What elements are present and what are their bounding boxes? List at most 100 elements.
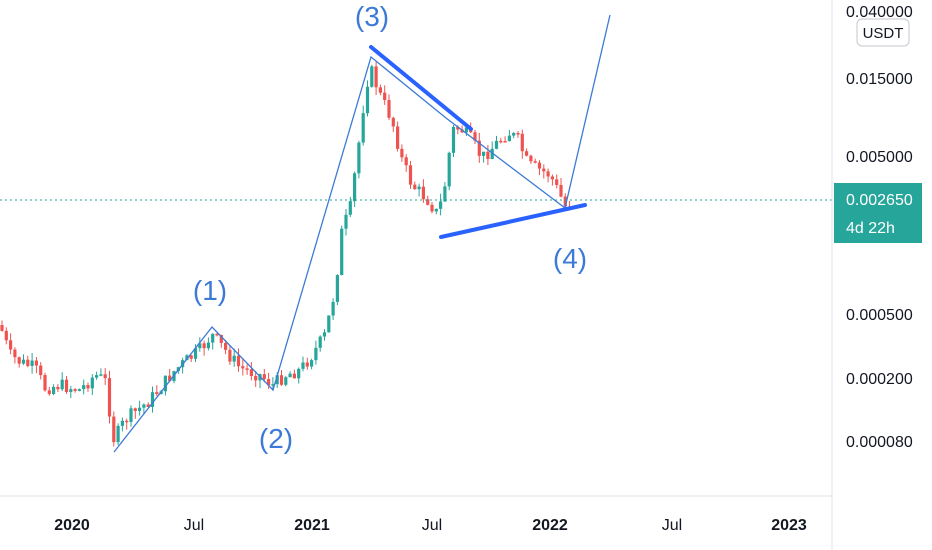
candle-body bbox=[404, 157, 408, 166]
candle-body bbox=[520, 133, 524, 152]
candle-body bbox=[73, 389, 77, 391]
candle-body bbox=[353, 173, 357, 202]
price-tick-label: 0.000200 bbox=[846, 371, 913, 388]
candle-body bbox=[555, 179, 559, 185]
candle-body bbox=[90, 377, 94, 389]
candle-body bbox=[447, 152, 451, 187]
elliott-wave-path[interactable] bbox=[113, 14, 611, 453]
candle-body bbox=[82, 385, 86, 390]
candle-body bbox=[224, 342, 228, 350]
candle-body bbox=[365, 86, 370, 114]
candle-body bbox=[559, 184, 563, 197]
price-tick-label: 0.040000 bbox=[846, 4, 913, 21]
price-axis[interactable]: 0.040000 0.015000 0.005000 0.000500 0.00… bbox=[846, 4, 913, 451]
candle-body bbox=[95, 375, 99, 378]
candle-body bbox=[262, 374, 266, 380]
candle-body bbox=[142, 404, 146, 408]
candle-body bbox=[189, 355, 193, 359]
candle-body bbox=[103, 374, 107, 379]
candle-body bbox=[198, 343, 202, 349]
candle-body bbox=[546, 171, 550, 177]
candle-body bbox=[116, 425, 120, 443]
candle-body bbox=[292, 373, 296, 379]
candle-body bbox=[215, 333, 219, 336]
bar-countdown: 4d 22h bbox=[846, 220, 895, 237]
candle-body bbox=[512, 132, 516, 136]
candle-body bbox=[4, 330, 8, 341]
candle-body bbox=[301, 362, 305, 369]
candle-body bbox=[439, 201, 443, 209]
candle-body bbox=[64, 379, 69, 393]
candle-body bbox=[499, 140, 503, 143]
time-tick-label: 2020 bbox=[54, 517, 90, 534]
candle-body bbox=[516, 132, 520, 135]
candle-body bbox=[322, 332, 327, 337]
candle-body bbox=[331, 301, 335, 316]
candle-body bbox=[490, 148, 494, 160]
candle-body bbox=[361, 113, 365, 143]
candle-body bbox=[314, 347, 318, 361]
candle-body bbox=[542, 168, 546, 172]
candle-body bbox=[529, 155, 533, 162]
candle-body bbox=[563, 196, 567, 207]
candle-body bbox=[482, 151, 486, 156]
candle-body bbox=[400, 148, 404, 158]
wave-label-4: (4) bbox=[553, 243, 587, 274]
candle-body bbox=[327, 315, 331, 333]
candle-body bbox=[305, 362, 309, 367]
candle-body bbox=[383, 92, 387, 101]
time-tick-label: 2022 bbox=[532, 517, 568, 534]
candle-body bbox=[279, 375, 284, 385]
candle-body bbox=[56, 386, 60, 390]
candle-body bbox=[168, 375, 172, 381]
candle-body bbox=[146, 404, 150, 407]
time-axis[interactable]: 2020 Jul 2021 Jul 2022 Jul 2023 bbox=[54, 517, 807, 534]
candle-body bbox=[297, 368, 301, 379]
time-tick-label: Jul bbox=[422, 517, 442, 534]
candle-body bbox=[275, 375, 279, 385]
candle-body bbox=[155, 392, 159, 395]
candle-body bbox=[17, 357, 21, 364]
candle-body bbox=[249, 369, 253, 377]
candle-body bbox=[34, 360, 38, 366]
candle-body bbox=[241, 366, 245, 369]
candle-body bbox=[464, 127, 468, 133]
candle-body bbox=[125, 420, 129, 423]
upper-trendline[interactable] bbox=[369, 45, 473, 131]
candle-body bbox=[430, 204, 434, 212]
candle-body bbox=[138, 407, 142, 411]
candle-body bbox=[421, 186, 425, 200]
candle-body bbox=[30, 360, 34, 366]
candle-body bbox=[193, 348, 198, 359]
candle-body bbox=[525, 151, 529, 156]
candle-body bbox=[13, 349, 17, 358]
candle-body bbox=[77, 389, 81, 391]
candle-body bbox=[443, 186, 447, 202]
price-tick-label: 0.005000 bbox=[846, 149, 913, 166]
candle-body bbox=[486, 151, 490, 160]
candle-body bbox=[202, 343, 206, 349]
candle-body bbox=[507, 135, 511, 142]
candle-body bbox=[43, 375, 47, 391]
price-tick-label: 0.000080 bbox=[846, 434, 913, 451]
candle-body bbox=[86, 385, 90, 389]
candle-body bbox=[340, 228, 344, 276]
candle-body bbox=[288, 373, 292, 378]
candle-body bbox=[370, 66, 374, 87]
candlestick-series bbox=[0, 61, 572, 447]
candle-body bbox=[417, 186, 421, 190]
candle-body bbox=[232, 355, 236, 362]
candle-body bbox=[254, 376, 258, 381]
candle-body bbox=[503, 141, 507, 143]
candle-body bbox=[129, 408, 133, 422]
candle-body bbox=[378, 87, 382, 93]
candle-body bbox=[133, 408, 137, 411]
candle-body bbox=[271, 384, 275, 386]
candle-body bbox=[52, 386, 56, 394]
wave-label-3: (3) bbox=[355, 1, 389, 32]
candle-body bbox=[550, 176, 554, 180]
lower-trendline[interactable] bbox=[439, 203, 587, 239]
currency-unit-badge[interactable]: USDT bbox=[856, 18, 910, 47]
candle-body bbox=[206, 342, 210, 349]
